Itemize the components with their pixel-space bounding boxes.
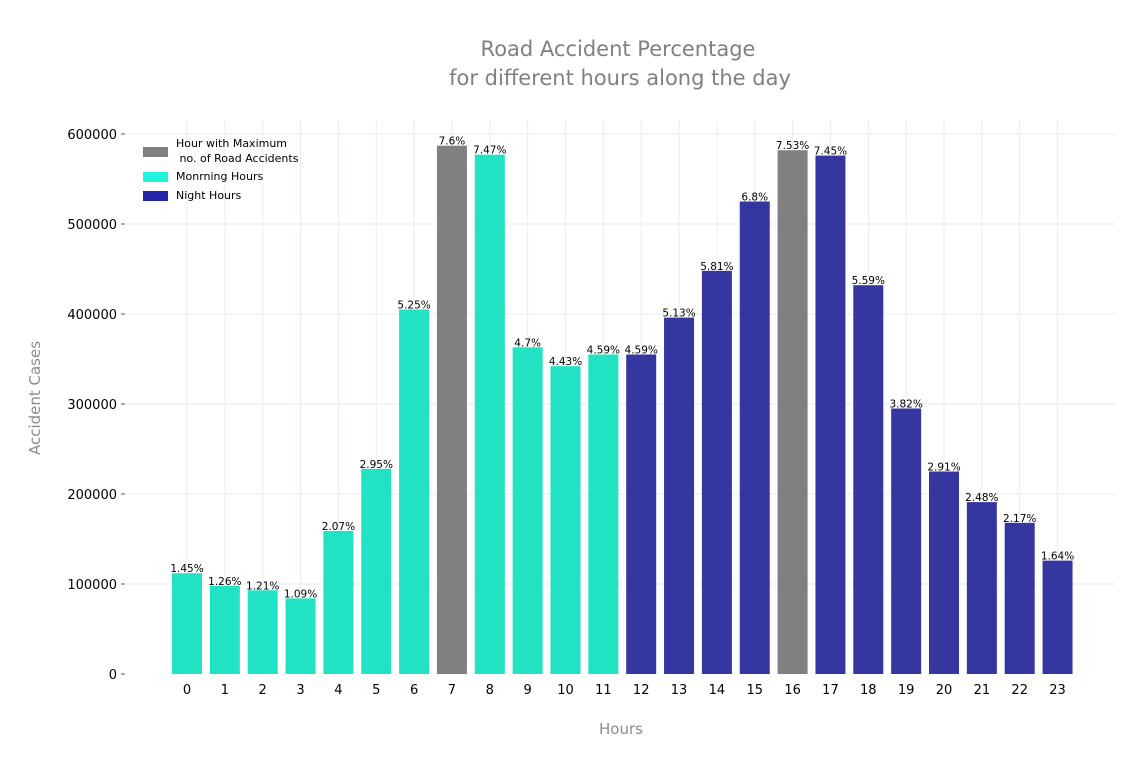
bars	[172, 145, 1073, 675]
x-tick-label: 9	[524, 683, 532, 698]
x-tick-label: 13	[671, 683, 688, 698]
bar-hour-22	[1004, 522, 1035, 674]
legend: Hour with Maximum no. of Road Accidents …	[143, 137, 299, 202]
bar-hour-3	[285, 598, 316, 674]
bar-hour-12	[626, 354, 657, 674]
x-tick-label: 23	[1049, 683, 1066, 698]
bar-hour-2	[247, 590, 278, 674]
legend-label-max-line-1: Hour with Maximum	[176, 137, 287, 150]
x-tick-label: 3	[296, 683, 304, 698]
x-tick-label: 16	[784, 683, 801, 698]
y-axis-ticks: 0 100000 200000 300000 400000 500000 600000	[67, 128, 125, 683]
x-tick-label: 5	[372, 683, 380, 698]
bar-label-hour-22: 2.17%	[1003, 513, 1036, 525]
bar-label-hour-3: 1.09%	[284, 588, 317, 600]
x-tick-label: 2	[259, 683, 267, 698]
x-axis-ticks: 0 1 2 3 4 5 6 7 8 9 10 11 12 13 14 15 16 17 18 19 20 21 22 23	[183, 683, 1066, 698]
legend-label-max-line-2: no. of Road Accidents	[176, 152, 299, 165]
chart-title-line-1: Road Accident Percentage	[481, 37, 756, 61]
x-tick-label: 18	[860, 683, 877, 698]
bar-label-hour-21: 2.48%	[965, 492, 998, 504]
y-tick-label: 500000	[67, 218, 117, 233]
x-tick-label: 14	[709, 683, 726, 698]
bar-hour-16	[777, 150, 808, 674]
x-tick-label: 15	[746, 683, 763, 698]
legend-swatch-night	[143, 191, 168, 201]
bar-label-hour-10: 4.43%	[549, 356, 582, 368]
bar-label-hour-13: 5.13%	[662, 308, 695, 320]
bar-label-hour-4: 2.07%	[322, 521, 355, 533]
bar-hour-6	[399, 309, 430, 674]
bar-label-hour-0: 1.45%	[170, 563, 203, 575]
bar-hour-20	[929, 471, 959, 674]
bar-hour-11	[588, 354, 619, 674]
y-tick-label: 0	[109, 668, 117, 683]
bar-hour-21	[966, 502, 997, 674]
bar-label-hour-12: 4.59%	[625, 345, 658, 357]
bar-hour-0	[172, 573, 202, 674]
x-tick-label: 10	[557, 683, 574, 698]
bar-hour-23	[1042, 560, 1073, 674]
x-tick-label: 0	[183, 683, 191, 698]
bar-hour-14	[701, 270, 732, 674]
y-tick-label: 100000	[67, 578, 117, 593]
bar-label-hour-7: 7.6%	[439, 136, 466, 148]
bar-hour-7	[436, 145, 467, 674]
legend-swatch-max	[143, 147, 168, 157]
bar-label-hour-5: 2.95%	[360, 459, 393, 471]
x-tick-label: 22	[1011, 683, 1028, 698]
legend-label-morning: Monrning Hours	[176, 170, 263, 183]
y-axis-label: Accident Cases	[26, 341, 44, 455]
chart-title-line-2: for different hours along the day	[449, 66, 791, 90]
bar-label-hour-16: 7.53%	[776, 140, 809, 152]
x-tick-label: 21	[974, 683, 991, 698]
y-tick-label: 400000	[67, 308, 117, 323]
x-axis-label: Hours	[599, 720, 643, 738]
bar-label-hour-15: 6.8%	[741, 192, 768, 204]
x-tick-label: 17	[822, 683, 839, 698]
bar-hour-5	[361, 468, 392, 674]
bar-hour-13	[664, 317, 695, 674]
bar-label-hour-9: 4.7%	[514, 337, 541, 349]
bar-label-hour-18: 5.59%	[852, 275, 885, 287]
bar-hour-18	[853, 285, 884, 674]
legend-label-night: Night Hours	[176, 189, 242, 202]
bar-label-hour-6: 5.25%	[397, 300, 430, 312]
bar-label-hour-2: 1.21%	[246, 580, 279, 592]
bar-label-hour-23: 1.64%	[1041, 551, 1074, 563]
bar-hour-17	[815, 155, 846, 675]
bar-label-hour-11: 4.59%	[587, 345, 620, 357]
y-tick-label: 600000	[67, 128, 117, 143]
bar-hour-1	[209, 585, 240, 674]
legend-swatch-morning	[143, 172, 168, 182]
bar-label-hour-19: 3.82%	[889, 399, 922, 411]
x-tick-label: 12	[633, 683, 650, 698]
bar-label-hour-17: 7.45%	[814, 146, 847, 158]
bar-hour-10	[550, 366, 581, 674]
bar-label-hour-20: 2.91%	[927, 462, 960, 474]
x-tick-label: 7	[448, 683, 456, 698]
bar-label-hour-14: 5.81%	[700, 261, 733, 273]
y-tick-label: 300000	[67, 398, 117, 413]
bar-hour-9	[512, 347, 543, 674]
x-tick-label: 6	[410, 683, 418, 698]
x-tick-label: 4	[334, 683, 342, 698]
bar-label-hour-1: 1.26%	[208, 576, 241, 588]
x-tick-label: 1	[221, 683, 229, 698]
y-tick-label: 200000	[67, 488, 117, 503]
bar-hour-4	[323, 530, 354, 674]
bar-hour-15	[739, 201, 770, 674]
x-tick-label: 19	[898, 683, 915, 698]
bar-hour-19	[891, 408, 922, 674]
bar-label-hour-8: 7.47%	[473, 145, 506, 157]
x-tick-label: 8	[486, 683, 494, 698]
x-tick-label: 20	[936, 683, 953, 698]
data-labels: 1.45% 1.26% 1.21% 1.09% 2.07% 2.95% 5.25% 7.6% 7…	[170, 136, 1074, 601]
bar-hour-8	[474, 154, 505, 674]
x-tick-label: 11	[595, 683, 612, 698]
